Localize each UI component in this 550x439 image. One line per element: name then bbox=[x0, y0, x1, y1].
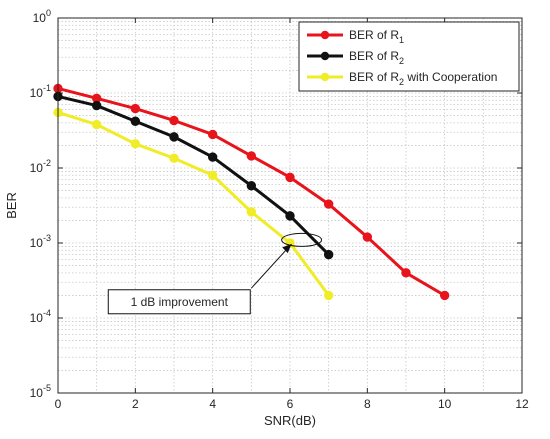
data-point bbox=[246, 181, 257, 191]
legend: BER of R1 BER of R2 BER of R2 with Coopera… bbox=[298, 21, 520, 92]
legend-item-1: BER of R1 bbox=[307, 28, 404, 45]
legend-label: BER of R1 bbox=[349, 28, 404, 45]
x-tick-label: 10 bbox=[438, 397, 452, 411]
data-point bbox=[91, 119, 102, 130]
series-1 bbox=[53, 83, 450, 301]
y-tick-label: 10-4 bbox=[30, 308, 51, 325]
annotation-arrowhead bbox=[282, 244, 292, 254]
data-point bbox=[130, 103, 141, 114]
data-point bbox=[323, 199, 334, 209]
y-axis-label: BER bbox=[4, 192, 19, 219]
y-tick-label: 10-3 bbox=[30, 233, 51, 250]
legend-swatch-marker bbox=[320, 51, 330, 61]
data-point bbox=[439, 290, 450, 301]
data-point bbox=[246, 151, 257, 161]
series-line bbox=[57, 111, 330, 297]
data-point bbox=[169, 153, 179, 163]
x-tick-label: 4 bbox=[209, 397, 216, 411]
annotation-arrow bbox=[250, 243, 292, 289]
x-tick-label: 6 bbox=[287, 397, 294, 411]
legend-swatch-marker bbox=[320, 30, 330, 40]
legend-label: BER of R2 bbox=[349, 49, 404, 66]
legend-item-3: BER of R2 with Cooperation bbox=[307, 70, 497, 87]
plot-frame bbox=[57, 17, 523, 394]
data-point bbox=[362, 232, 373, 242]
x-tick-label: 8 bbox=[364, 397, 371, 411]
annotation-ellipse bbox=[281, 232, 323, 247]
data-point bbox=[323, 290, 334, 301]
data-point bbox=[285, 172, 295, 183]
y-tick-label: 100 bbox=[33, 8, 51, 25]
data-point bbox=[401, 268, 411, 278]
series-2 bbox=[53, 91, 334, 260]
annotation: 1 dB improvement bbox=[107, 232, 323, 315]
legend-label: BER of R2 with Cooperation bbox=[349, 70, 497, 87]
series-line bbox=[57, 94, 330, 256]
series-3 bbox=[53, 107, 334, 301]
data-point bbox=[285, 211, 295, 221]
data-point bbox=[169, 115, 179, 126]
data-point bbox=[130, 116, 141, 126]
data-point bbox=[207, 170, 218, 180]
y-tick-label: 10-2 bbox=[30, 158, 51, 175]
data-point bbox=[207, 152, 218, 162]
annotation-text: 1 dB improvement bbox=[131, 295, 229, 309]
data-point bbox=[246, 207, 257, 217]
x-tick-label: 0 bbox=[55, 397, 62, 411]
legend-swatch-marker bbox=[320, 72, 330, 82]
data-point bbox=[323, 249, 334, 260]
series-layer bbox=[53, 83, 450, 301]
y-tick-label: 10-1 bbox=[30, 83, 51, 100]
x-axis-label: SNR(dB) bbox=[264, 413, 316, 428]
y-tick-label: 10-5 bbox=[30, 383, 51, 400]
annotation-box bbox=[107, 289, 251, 315]
legend-item-2: BER of R2 bbox=[307, 49, 404, 66]
data-point bbox=[169, 132, 179, 142]
data-point bbox=[207, 129, 218, 140]
data-point bbox=[130, 139, 141, 149]
x-tick-label: 2 bbox=[132, 397, 139, 411]
ticks: 0 2 4 6 8 10 12 100 10-1 10-2 10-3 10-4 10-5 bbox=[30, 8, 529, 411]
data-point bbox=[91, 100, 102, 111]
x-tick-label: 12 bbox=[515, 397, 529, 411]
